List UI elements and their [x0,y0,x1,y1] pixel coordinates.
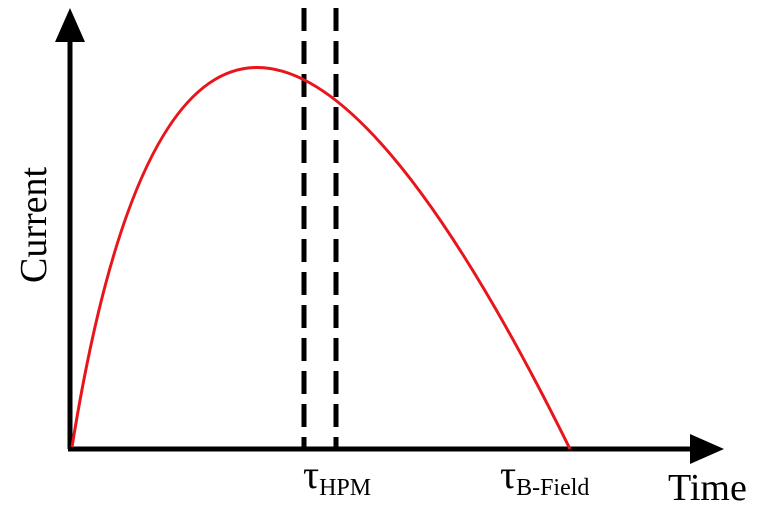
tau-bfield-subscript: B-Field [516,475,589,501]
tick-label-bfield: τB-Field [500,452,589,501]
x-axis-label: Time [668,467,747,506]
y-axis-label: Current [13,167,55,284]
x-axis-arrow [690,434,724,464]
tau-hpm-subscript: HPM [319,475,371,501]
y-axis-arrow [55,8,85,42]
tick-label-hpm: τHPM [303,452,371,501]
current-curve [70,66,572,450]
tau-hpm-symbol: τ [303,452,319,497]
tau-bfield-symbol: τ [500,452,516,497]
